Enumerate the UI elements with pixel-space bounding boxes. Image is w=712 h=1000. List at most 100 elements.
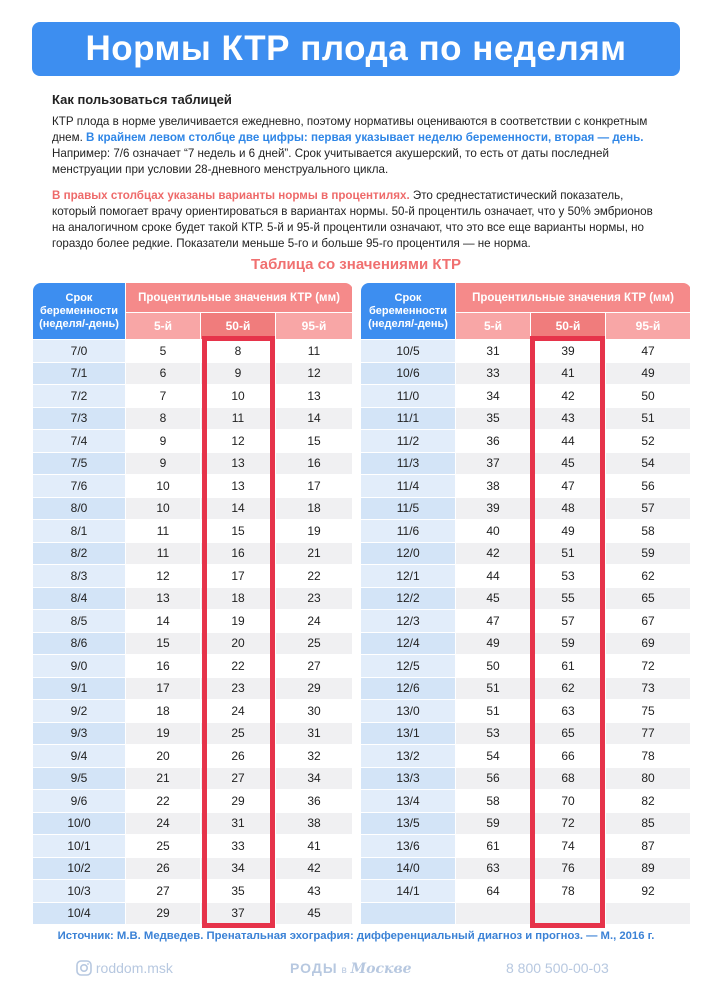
table-body: 7/0 5 8 11 7/1 6 9 12 7/2 7 10 13 7/3 8 11 14 7/4 9 12 15 7/…	[32, 339, 354, 925]
table-row: 11/1 35 43 51	[360, 406, 692, 430]
term-cell: 8/2	[32, 541, 126, 565]
term-cell: 13/4	[360, 789, 456, 813]
value-cell: 56	[455, 766, 531, 790]
value-cell: 37	[200, 901, 276, 925]
value-cell: 35	[200, 879, 276, 903]
value-cell: 18	[200, 586, 276, 610]
paragraph: КТР плода в норме увеличивается ежедневн…	[52, 114, 662, 178]
value-cell: 15	[125, 631, 201, 655]
table-row: 14/0 63 76 89	[360, 856, 692, 880]
term-cell: 13/5	[360, 811, 456, 835]
value-cell: 49	[455, 631, 531, 655]
value-cell: 50	[604, 384, 692, 408]
text: КТР плода в норме увеличивается ежедневн…	[52, 115, 648, 144]
term-cell: 13/6	[360, 834, 456, 858]
value-cell: 17	[274, 474, 354, 498]
value-cell: 37	[455, 451, 531, 475]
highlight-box	[530, 336, 605, 928]
table-row: 11/3 37 45 54	[360, 451, 692, 475]
value-cell: 47	[455, 609, 531, 633]
value-cell: 10	[125, 474, 201, 498]
table-row: 9/2 18 24 30	[32, 699, 354, 723]
value-cell: 49	[604, 361, 692, 385]
value-cell: 31	[200, 811, 276, 835]
table-row: 8/3 12 17 22	[32, 564, 354, 588]
value-cell: 15	[200, 519, 276, 543]
value-cell: 7	[125, 384, 201, 408]
value-cell: 52	[604, 429, 692, 453]
value-cell: 25	[125, 834, 201, 858]
value-cell: 16	[274, 451, 354, 475]
table-row: 10/6 33 41 49	[360, 361, 692, 385]
value-cell: 51	[455, 699, 531, 723]
table-row: 9/3 19 25 31	[32, 721, 354, 745]
paragraph: В правых столбцах указаны варианты нормы…	[52, 188, 662, 252]
header-cell: 95-й	[604, 312, 692, 340]
term-cell: 9/1	[32, 676, 126, 700]
empty-cell	[604, 901, 692, 925]
value-cell: 54	[455, 744, 531, 768]
term-cell: 11/2	[360, 429, 456, 453]
term-cell: 8/6	[32, 631, 126, 655]
value-cell: 41	[274, 834, 354, 858]
value-cell: 42	[455, 541, 531, 565]
value-cell: 39	[455, 496, 531, 520]
value-cell: 16	[200, 541, 276, 565]
value-cell: 30	[274, 699, 354, 723]
empty-row	[360, 901, 692, 925]
term-cell: 7/4	[32, 429, 126, 453]
value-cell: 23	[274, 586, 354, 610]
term-cell: 12/3	[360, 609, 456, 633]
term-cell: 7/5	[32, 451, 126, 475]
term-cell: 9/2	[32, 699, 126, 723]
value-cell: 53	[455, 721, 531, 745]
value-cell: 24	[125, 811, 201, 835]
value-cell: 27	[125, 879, 201, 903]
table-row: 12/0 42 51 59	[360, 541, 692, 565]
value-cell: 33	[455, 361, 531, 385]
table-row: 13/3 56 68 80	[360, 766, 692, 790]
term-cell: 10/4	[32, 901, 126, 925]
table-row: 7/2 7 10 13	[32, 384, 354, 408]
highlight-box	[202, 336, 275, 928]
term-cell: 13/2	[360, 744, 456, 768]
table-row: 7/4 9 12 15	[32, 429, 354, 453]
text: Это среднестатистический показатель, кот…	[52, 189, 653, 250]
header-row: Срок беременности (неделя/-день) Проценти…	[360, 282, 692, 340]
logo-script: Москве	[350, 961, 412, 977]
value-cell: 25	[274, 631, 354, 655]
value-cell: 18	[274, 496, 354, 520]
value-cell: 80	[604, 766, 692, 790]
instagram-handle: roddom.msk	[95, 960, 173, 976]
term-cell: 10/1	[32, 834, 126, 858]
term-cell: 9/3	[32, 721, 126, 745]
term-cell: 9/4	[32, 744, 126, 768]
value-cell: 47	[604, 339, 692, 363]
value-cell: 47	[530, 474, 606, 498]
term-cell: 11/4	[360, 474, 456, 498]
value-cell: 58	[604, 519, 692, 543]
instagram-icon	[76, 960, 92, 976]
value-cell: 13	[200, 451, 276, 475]
value-cell: 72	[530, 811, 606, 835]
value-cell: 34	[274, 766, 354, 790]
highlight: В крайнем левом столбце две цифры: перва…	[86, 131, 644, 144]
value-cell: 67	[604, 609, 692, 633]
value-cell: 63	[455, 856, 531, 880]
value-cell: 13	[125, 586, 201, 610]
table-row: 12/4 49 59 69	[360, 631, 692, 655]
table-row: 12/2 45 55 65	[360, 586, 692, 610]
intro: Как пользоваться таблицей КТР плода в но…	[52, 92, 662, 262]
table-row: 10/5 31 39 47	[360, 339, 692, 363]
table-row: 11/5 39 48 57	[360, 496, 692, 520]
value-cell: 26	[200, 744, 276, 768]
table-row: 12/5 50 61 72	[360, 654, 692, 678]
term-cell: 12/1	[360, 564, 456, 588]
table-row: 8/6 15 20 25	[32, 631, 354, 655]
value-cell: 70	[530, 789, 606, 813]
table-row: 10/4 29 37 45	[32, 901, 354, 925]
term-cell: 10/6	[360, 361, 456, 385]
value-cell: 50	[455, 654, 531, 678]
value-cell: 72	[604, 654, 692, 678]
